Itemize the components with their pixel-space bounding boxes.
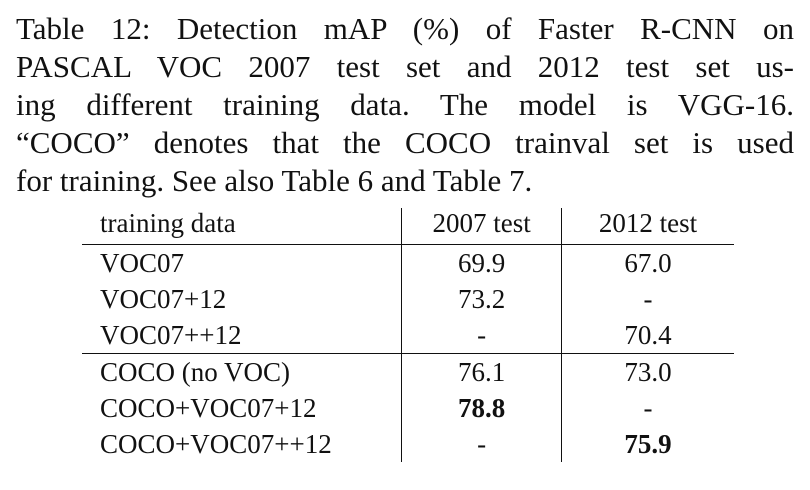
caption-line: “COCO” denotes that the COCO trainval se…: [16, 125, 794, 160]
table-caption: Table 12: Detection mAP (%) of Faster R-…: [16, 10, 794, 200]
caption-line: PASCAL VOC 2007 test set and 2012 test s…: [16, 49, 794, 84]
table-header-row: training data 2007 test 2012 test: [82, 208, 734, 245]
cell-training-data: COCO+VOC07++12: [100, 428, 332, 459]
cell-training-data: VOC07+12: [100, 283, 227, 314]
header-2012-test: 2012 test: [561, 208, 734, 245]
table-row: VOC07++12 - 70.4: [82, 317, 734, 354]
caption-line: ing different training data. The model i…: [16, 87, 794, 122]
header-training-data: training data: [82, 208, 402, 245]
caption-line: Table 12: Detection mAP (%) of Faster R-…: [16, 11, 794, 46]
table-row: COCO+VOC07++12 - 75.9: [82, 426, 734, 462]
table-row: VOC07+12 73.2 -: [82, 281, 734, 317]
table-row: VOC07 69.9 67.0: [82, 244, 734, 281]
cell-2007-test: -: [401, 317, 562, 354]
cell-2007-test-best: 78.8: [401, 390, 562, 426]
cell-training-data: VOC07++12: [100, 319, 242, 350]
cell-2007-test: 73.2: [401, 281, 562, 317]
cell-2007-test: -: [401, 426, 562, 462]
caption-line: for training. See also Table 6 and Table…: [16, 163, 533, 198]
cell-2012-test: 73.0: [561, 353, 734, 390]
cell-training-data: VOC07: [82, 244, 402, 281]
table-row: COCO (no VOC) 76.1 73.0: [82, 353, 734, 390]
cell-2007-test: 69.9: [401, 244, 562, 281]
cell-2012-test-best: 75.9: [561, 426, 734, 462]
table-row: COCO+VOC07+12 78.8 -: [82, 390, 734, 426]
header-2007-test: 2007 test: [401, 208, 562, 245]
cell-2007-test: 76.1: [401, 353, 562, 390]
cell-training-data: COCO (no VOC): [82, 353, 402, 390]
cell-2012-test: 67.0: [561, 244, 734, 281]
cell-2012-test: 70.4: [561, 317, 734, 354]
results-table: training data 2007 test 2012 test VOC07 …: [82, 208, 734, 462]
cell-2012-test: -: [561, 390, 734, 426]
cell-training-data: COCO+VOC07+12: [100, 392, 317, 423]
cell-2012-test: -: [561, 281, 734, 317]
